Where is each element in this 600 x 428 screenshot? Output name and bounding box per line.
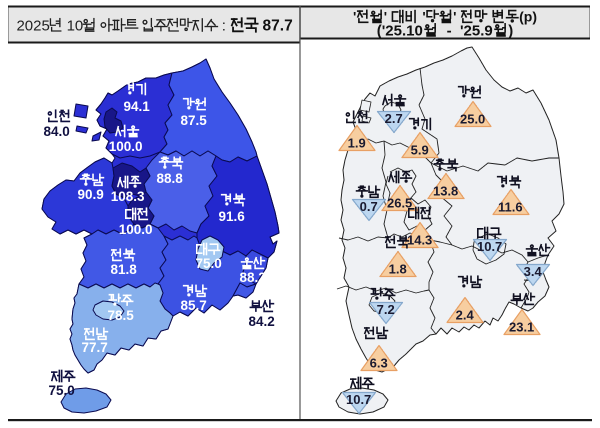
svg-text:108.3: 108.3 <box>111 189 145 204</box>
svg-text:0.7: 0.7 <box>360 199 378 214</box>
svg-text:100.0: 100.0 <box>109 139 143 154</box>
svg-text:1.8: 1.8 <box>389 262 407 277</box>
svg-text::: : <box>218 17 231 34</box>
svg-text:5.9: 5.9 <box>411 143 429 158</box>
svg-text:): ) <box>508 22 513 39</box>
svg-text:87.7: 87.7 <box>258 17 292 34</box>
svg-text:84.2: 84.2 <box>248 314 274 329</box>
svg-text:100.0: 100.0 <box>119 222 153 237</box>
svg-text:3.4: 3.4 <box>524 264 543 279</box>
svg-text:': ' <box>353 8 356 24</box>
svg-text:84.0: 84.0 <box>43 124 69 139</box>
svg-text:2025: 2025 <box>16 17 49 34</box>
svg-text:2.4: 2.4 <box>456 308 475 323</box>
svg-text:77.7: 77.7 <box>81 340 107 355</box>
svg-text:': ' <box>418 8 425 24</box>
svg-text:88.2: 88.2 <box>239 270 265 285</box>
svg-text:': ' <box>453 8 460 24</box>
svg-text:': ' <box>384 8 391 24</box>
svg-text:- '25.9: - '25.9 <box>438 22 492 39</box>
svg-text:10.7: 10.7 <box>477 239 502 254</box>
svg-text:(p): (p) <box>519 8 537 24</box>
svg-text:2.7: 2.7 <box>385 111 403 126</box>
svg-text:14.3: 14.3 <box>407 233 432 248</box>
svg-text:91.6: 91.6 <box>218 209 245 224</box>
svg-text:13.8: 13.8 <box>433 184 458 199</box>
svg-text:1.9: 1.9 <box>348 136 366 151</box>
svg-text:11.6: 11.6 <box>498 200 523 215</box>
svg-text:26.5: 26.5 <box>387 196 412 211</box>
svg-text:75.0: 75.0 <box>195 256 221 271</box>
svg-text:6.3: 6.3 <box>370 356 388 371</box>
svg-text:87.5: 87.5 <box>180 113 207 128</box>
svg-text:10: 10 <box>62 17 83 34</box>
svg-text:('25.10: ('25.10 <box>377 22 423 39</box>
svg-text:81.8: 81.8 <box>110 262 137 277</box>
svg-text:23.1: 23.1 <box>509 320 534 335</box>
svg-text:10.7: 10.7 <box>346 392 371 407</box>
svg-text:25.0: 25.0 <box>460 112 485 127</box>
svg-text:88.8: 88.8 <box>156 171 183 186</box>
svg-text:75.0: 75.0 <box>48 383 74 398</box>
svg-text:78.5: 78.5 <box>107 308 134 323</box>
svg-text:7.2: 7.2 <box>377 302 395 317</box>
svg-text:90.9: 90.9 <box>77 187 103 202</box>
svg-text:94.1: 94.1 <box>123 99 150 114</box>
svg-text:85.7: 85.7 <box>180 298 206 313</box>
